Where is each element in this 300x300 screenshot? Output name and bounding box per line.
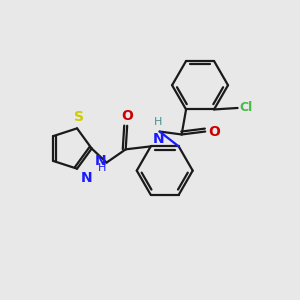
Text: Cl: Cl	[240, 101, 253, 115]
Text: N: N	[81, 171, 92, 185]
Text: H: H	[98, 164, 106, 173]
Text: S: S	[74, 110, 83, 124]
Text: H: H	[154, 117, 163, 127]
Text: O: O	[121, 109, 133, 123]
Text: N: N	[94, 154, 106, 168]
Text: O: O	[208, 124, 220, 139]
Text: N: N	[153, 132, 164, 146]
